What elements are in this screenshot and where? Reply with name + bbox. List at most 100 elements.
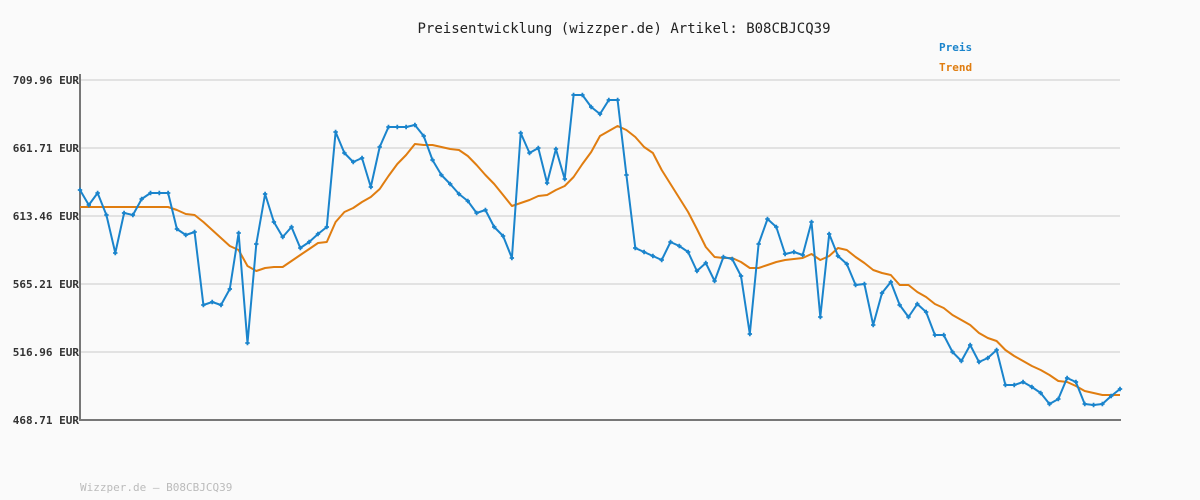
data-point (994, 347, 999, 353)
data-point (606, 97, 612, 103)
data-point (395, 124, 400, 130)
data-point (765, 216, 770, 222)
data-point (333, 129, 338, 135)
data-point (932, 332, 938, 338)
data-point (95, 190, 100, 196)
y-tick-label: 468.71 EUR (13, 414, 80, 427)
data-point (712, 278, 717, 284)
data-point (721, 254, 726, 260)
data-point (1091, 402, 1096, 408)
data-point (906, 314, 911, 320)
data-point (227, 286, 233, 292)
data-point (174, 226, 180, 232)
data-point (1038, 390, 1043, 396)
data-point (844, 261, 849, 267)
data-point (685, 249, 691, 255)
data-point (580, 92, 585, 98)
data-point (915, 301, 920, 307)
data-point (677, 243, 682, 249)
data-point (218, 302, 224, 308)
data-point (826, 231, 832, 237)
data-point (324, 224, 329, 230)
data-point (1117, 386, 1123, 392)
data-point (1108, 393, 1114, 399)
data-point (86, 202, 92, 208)
data-point (518, 130, 523, 136)
data-point (800, 252, 805, 258)
data-point (447, 181, 453, 187)
footer-text: Wizzper.de – B08CBJCQ39 (80, 481, 232, 494)
data-point (315, 231, 321, 237)
data-point (853, 282, 858, 288)
data-point (597, 111, 603, 117)
data-point (1029, 384, 1035, 390)
data-point (289, 224, 294, 230)
y-tick-label: 709.96 EUR (13, 74, 80, 87)
data-point (430, 157, 435, 163)
data-point (624, 172, 629, 178)
data-point (104, 212, 109, 218)
data-point (985, 355, 990, 361)
data-point (1047, 401, 1052, 407)
data-point (262, 191, 268, 197)
legend-trend[interactable]: Trend (939, 61, 972, 74)
y-axis-ticks: 709.96 EUR 661.71 EUR 613.46 EUR 565.21 EUR… (13, 74, 80, 427)
data-point (465, 198, 470, 204)
data-point (271, 219, 277, 225)
data-point (747, 331, 753, 337)
data-point (1100, 401, 1105, 407)
data-point (536, 145, 541, 151)
data-point (245, 340, 250, 346)
data-point (818, 314, 823, 320)
data-point (492, 224, 497, 230)
data-point (377, 144, 382, 150)
data-point (774, 224, 779, 230)
data-point (280, 234, 285, 240)
data-point (641, 249, 647, 255)
grid (80, 79, 1120, 353)
data-point (113, 250, 118, 256)
data-point (192, 229, 197, 235)
data-point (236, 230, 241, 236)
y-tick-label: 661.71 EUR (13, 142, 80, 155)
data-point (879, 290, 885, 296)
data-point (809, 219, 814, 225)
data-point (888, 279, 894, 285)
data-point (456, 191, 462, 197)
data-point (659, 257, 664, 263)
data-point (1020, 379, 1026, 385)
data-point (941, 332, 946, 338)
data-point (342, 150, 347, 156)
data-point (791, 249, 797, 255)
data-point (756, 241, 761, 247)
data-point (562, 176, 567, 182)
data-point (77, 187, 83, 193)
data-point (121, 210, 127, 216)
data-point (368, 184, 374, 190)
data-point (474, 210, 479, 216)
data-point (1056, 396, 1061, 402)
data-point (703, 260, 708, 266)
data-point (210, 299, 215, 305)
data-point (1073, 379, 1079, 385)
data-point (148, 190, 153, 196)
series-preis (77, 92, 1123, 408)
data-point (201, 302, 206, 308)
data-point (923, 309, 929, 315)
data-point (976, 359, 982, 365)
data-point (1003, 382, 1008, 388)
data-point (738, 273, 744, 279)
data-point (650, 253, 656, 259)
data-point (835, 253, 841, 259)
data-point (544, 180, 550, 186)
chart-title: Preisentwicklung (wizzper.de) Artikel: B… (417, 21, 830, 37)
data-point (871, 322, 876, 328)
data-point (553, 146, 559, 152)
data-point (403, 124, 409, 130)
data-point (950, 349, 955, 355)
y-tick-label: 613.46 EUR (13, 210, 80, 223)
legend-preis[interactable]: Preis (939, 41, 972, 54)
data-point (730, 256, 735, 262)
data-point (130, 212, 136, 218)
